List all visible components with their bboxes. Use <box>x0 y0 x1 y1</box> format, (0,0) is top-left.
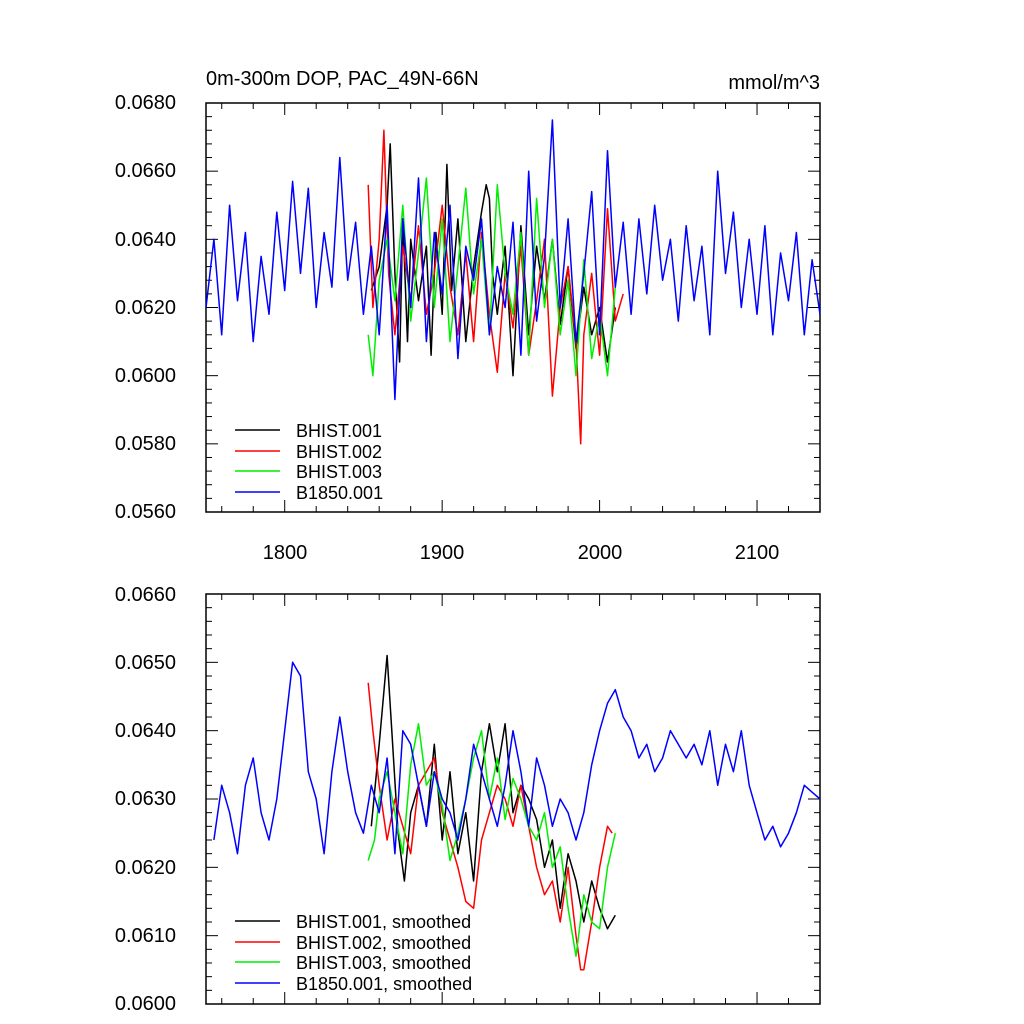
top-legend: BHIST.001 BHIST.002 BHIST.003 B1850.001 <box>235 421 383 503</box>
bottom-legend: BHIST.001, smoothed BHIST.002, smoothed … <box>235 912 472 994</box>
top-panel-units: mmol/m^3 <box>728 72 820 94</box>
series-line-b1850-001-smoothed <box>213 661 821 855</box>
top-y-tick-labels: 0.0560 0.0580 0.0600 0.0620 0.0640 0.066… <box>115 92 176 523</box>
top-x-tick-label: 1800 <box>263 542 308 564</box>
top-y-tick-label: 0.0560 <box>115 501 176 523</box>
bottom-y-tick-label: 0.0600 <box>115 993 176 1015</box>
top-y-tick-label: 0.0660 <box>115 160 176 182</box>
top-axis-ticks <box>206 102 821 513</box>
legend-label-b1850-001-smoothed: B1850.001, smoothed <box>296 974 472 994</box>
bottom-series-group <box>213 654 821 971</box>
legend-label-bhist-002: BHIST.002 <box>296 442 382 462</box>
bottom-y-tick-label: 0.0650 <box>115 652 176 674</box>
top-panel-title: 0m-300m DOP, PAC_49N-66N <box>206 68 479 90</box>
top-y-tick-label: 0.0580 <box>115 433 176 455</box>
bottom-panel: 0.0600 0.0610 0.0620 0.0630 0.0640 0.065… <box>115 584 821 1015</box>
top-x-tick-label: 1900 <box>420 542 465 564</box>
top-x-tick-label: 2100 <box>735 542 780 564</box>
series-line-bhist-002-smoothed <box>367 682 613 971</box>
top-series-group <box>205 119 821 445</box>
top-x-tick-label: 2000 <box>578 542 623 564</box>
series-line-b1850-001 <box>205 119 821 401</box>
legend-label-bhist-001: BHIST.001 <box>296 421 382 441</box>
bottom-y-tick-label: 0.0620 <box>115 857 176 879</box>
top-y-tick-label: 0.0620 <box>115 297 176 319</box>
bottom-y-tick-label: 0.0660 <box>115 584 176 606</box>
legend-label-bhist-002-smoothed: BHIST.002, smoothed <box>296 933 471 953</box>
legend-label-b1850-001: B1850.001 <box>296 483 383 503</box>
series-line-bhist-001-smoothed <box>370 654 616 930</box>
series-line-bhist-001 <box>370 143 617 377</box>
top-x-tick-labels: 1800 1900 2000 2100 <box>263 542 780 564</box>
bottom-y-tick-label: 0.0640 <box>115 720 176 742</box>
legend-label-bhist-003: BHIST.003 <box>296 462 382 482</box>
bottom-axis-ticks <box>206 593 821 1005</box>
top-y-tick-label: 0.0640 <box>115 229 176 251</box>
top-y-tick-label: 0.0680 <box>115 92 176 114</box>
legend-label-bhist-003-smoothed: BHIST.003, smoothed <box>296 953 471 973</box>
legend-label-bhist-001-smoothed: BHIST.001, smoothed <box>296 912 471 932</box>
series-line-bhist-002 <box>367 129 624 445</box>
top-y-tick-label: 0.0600 <box>115 365 176 387</box>
bottom-y-tick-label: 0.0630 <box>115 788 176 810</box>
bottom-y-tick-label: 0.0610 <box>115 925 176 947</box>
bottom-y-tick-labels: 0.0600 0.0610 0.0620 0.0630 0.0640 0.065… <box>115 584 176 1015</box>
top-panel: 0m-300m DOP, PAC_49N-66N mmol/m^3 0.0560… <box>115 68 821 564</box>
